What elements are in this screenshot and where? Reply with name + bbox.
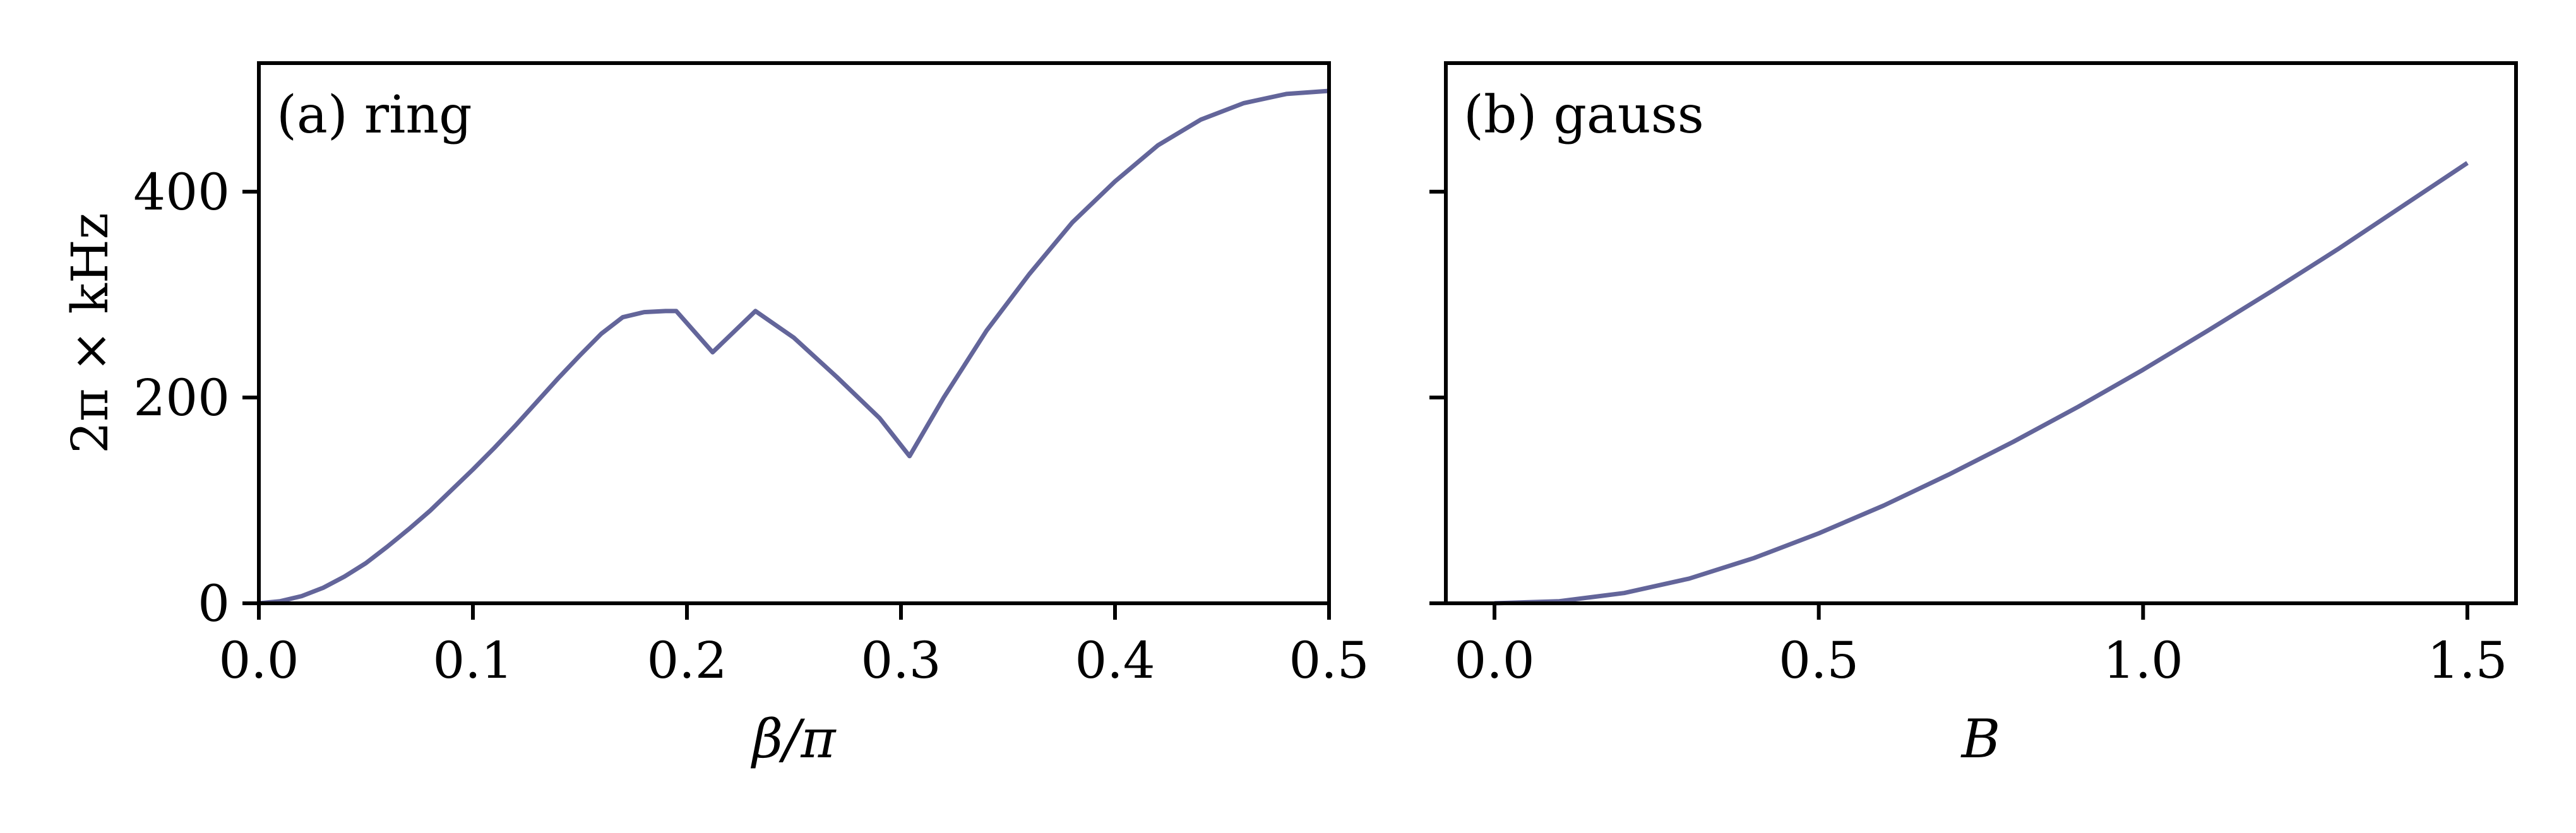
x-tick-label: 0.0: [218, 631, 299, 690]
x-tick-label: 0.4: [1075, 631, 1155, 690]
y-tick-label: 400: [133, 163, 230, 222]
x-tick-label: 0.3: [861, 631, 941, 690]
x-axis-label: B: [1960, 708, 2001, 770]
x-tick-label: 0.2: [647, 631, 727, 690]
axes-frame: [1444, 61, 2518, 605]
y-tick-label: 0: [198, 574, 230, 633]
x-tick-label: 0.1: [432, 631, 513, 690]
panel-gauss: 0.0 0.5 1.0 1.5 B (b) gauss: [1429, 61, 2518, 770]
x-axis-label: β/π: [750, 708, 837, 770]
y-axis-label: 2π × kHz: [61, 213, 119, 454]
x-tick-label: 0.5: [1289, 631, 1369, 690]
axes-frame: [257, 61, 1331, 605]
series-line: [258, 88, 1330, 606]
panel-label: (a) ring: [277, 85, 472, 145]
panel-ring: 0.0 0.1 0.2 0.3 0.4 0.5 0 200 400 β/π 2π × kHz (a) …: [61, 61, 1369, 770]
x-tick-label: 0.5: [1779, 631, 1859, 690]
panel-label: (b) gauss: [1464, 85, 1704, 145]
y-tick-label: 200: [133, 369, 230, 427]
x-tick-label: 0.0: [1454, 631, 1534, 690]
x-tick-label: 1.5: [2427, 631, 2507, 690]
series-line: [1494, 161, 2469, 606]
x-tick-label: 1.0: [2103, 631, 2183, 690]
